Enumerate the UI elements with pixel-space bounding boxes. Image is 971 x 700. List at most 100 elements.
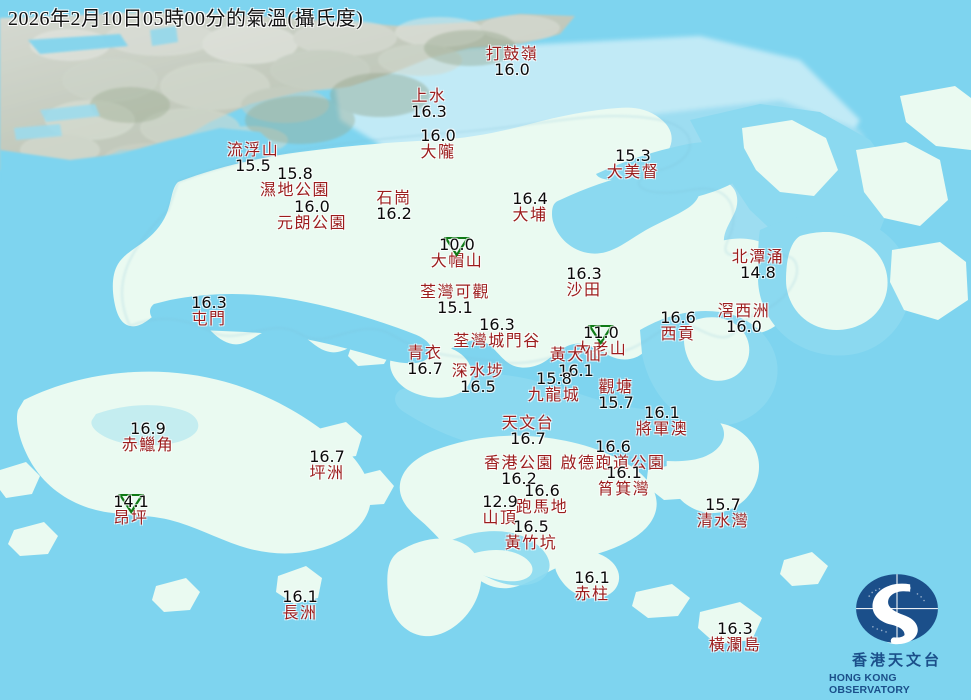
station-label: 15.8 九龍城: [528, 371, 581, 403]
station-name: 深水埗: [451, 361, 505, 380]
station-name: 西貢: [660, 324, 696, 343]
station-temperature: 16.3: [479, 315, 515, 334]
station-temperature: 16.6: [524, 481, 560, 500]
station-label: 打鼓嶺 16.0: [486, 46, 539, 78]
station-name: 將軍澳: [635, 419, 689, 438]
hko-logo: 香港天文台 HONG KONG OBSERVATORY: [829, 572, 965, 696]
station-temperature: 16.3: [411, 102, 447, 121]
station-temperature: 15.7: [598, 393, 634, 412]
high-altitude-station-marker-icon: [587, 325, 614, 345]
station-name: 黃大仙: [549, 345, 603, 364]
station-temperature: 15.8: [277, 164, 313, 183]
station-label: 深水埗 16.5: [452, 363, 505, 395]
station-temperature: 15.8: [536, 369, 572, 388]
station-name: 觀塘: [598, 377, 634, 396]
station-name: 元朗公園: [276, 213, 348, 232]
station-temperature: 16.2: [501, 469, 537, 488]
station-temperature: 16.7: [309, 447, 345, 466]
logo-name-en: HONG KONG OBSERVATORY: [829, 672, 910, 696]
station-label: 16.6 跑馬地: [516, 483, 569, 515]
station-temperature: 16.5: [460, 377, 496, 396]
station-name: 清水灣: [696, 511, 750, 530]
tolo-harbour: [552, 86, 971, 254]
station-label: 青衣 16.7: [407, 345, 443, 377]
station-name: 荃灣可觀: [419, 282, 491, 301]
station-name: 濕地公園: [259, 180, 331, 199]
station-label: 16.5 黃竹坑: [505, 519, 558, 551]
station-temperature: 15.5: [235, 156, 271, 175]
station-name: 流浮山: [226, 140, 280, 159]
station-label: 14.1 昂坪: [113, 494, 149, 526]
station-label: 上水 16.3: [411, 88, 447, 120]
station-name: 山頂: [482, 508, 518, 527]
station-name: 青衣: [407, 343, 443, 362]
station-temperature: 16.1: [558, 361, 594, 380]
station-temperature: 16.1: [606, 463, 642, 482]
station-name: 屯門: [191, 309, 227, 328]
station-name: 石崗: [376, 188, 412, 207]
station-temperature: 16.5: [513, 517, 549, 536]
station-temperature: 15.3: [615, 146, 651, 165]
high-altitude-station-marker-icon: [118, 494, 144, 514]
station-label: 15.8 濕地公園: [260, 166, 330, 198]
station-label: 16.3 屯門: [191, 295, 227, 327]
station-label: 16.1 將軍澳: [636, 405, 689, 437]
station-label: 天文台 16.7: [502, 415, 555, 447]
station-name: 滘西洲: [717, 301, 771, 320]
station-label: 16.1 長洲: [282, 589, 318, 621]
station-temperature: 14.1: [113, 492, 149, 511]
station-label: 觀塘 15.7: [598, 379, 634, 411]
station-temperature: 16.3: [717, 619, 753, 638]
station-name: 北潭涌: [731, 247, 785, 266]
station-label: 16.0 大隴: [420, 128, 456, 160]
station-label: 石崗 16.2: [376, 190, 412, 222]
station-name: 香港公園: [483, 453, 555, 472]
station-temperature: 15.1: [437, 298, 473, 317]
station-name: 筲箕灣: [597, 479, 651, 498]
station-label: 16.3 荃灣城門谷: [453, 317, 541, 349]
station-temperature: 16.2: [376, 204, 412, 223]
station-name: 大美督: [606, 162, 660, 181]
station-temperature: 16.0: [726, 317, 762, 336]
station-name: 赤鱲角: [121, 435, 175, 454]
station-temperature: 10.0: [439, 235, 475, 254]
station-temperature: 16.3: [191, 293, 227, 312]
station-label: 11.0 大老山: [575, 325, 628, 357]
station-temperature: 16.1: [282, 587, 318, 606]
station-label: 15.3 大美督: [607, 148, 660, 180]
station-name: 坪洲: [309, 463, 345, 482]
station-label: 16.1 筲箕灣: [598, 465, 651, 497]
station-temperature: 16.6: [660, 308, 696, 327]
station-temperature: 15.7: [705, 495, 741, 514]
station-name: 長洲: [282, 603, 318, 622]
station-label: 16.6 西貢: [660, 310, 696, 342]
station-temperature: 11.0: [583, 323, 619, 342]
station-label: 香港公園 16.2: [484, 455, 554, 487]
station-label: 16.3 橫瀾島: [709, 621, 762, 653]
station-label: 北潭涌 14.8: [732, 249, 785, 281]
station-label: 16.7 坪洲: [309, 449, 345, 481]
station-name: 大埔: [512, 205, 548, 224]
logo-name-zh: 香港天文台: [851, 651, 942, 669]
station-name: 荃灣城門谷: [453, 331, 541, 350]
station-name: 跑馬地: [515, 497, 569, 516]
station-temperature: 16.0: [420, 126, 456, 145]
station-label: 16.4 大埔: [512, 191, 548, 223]
station-name: 赤柱: [574, 584, 610, 603]
station-label: 12.9 山頂: [482, 494, 518, 526]
station-temperature: 16.1: [644, 403, 680, 422]
station-temperature: 16.0: [494, 60, 530, 79]
station-temperature: 16.3: [566, 264, 602, 283]
station-name: 九龍城: [527, 385, 581, 404]
station-label: 16.9 赤鱲角: [122, 421, 175, 453]
station-label: 15.7 清水灣: [697, 497, 750, 529]
high-altitude-station-marker-icon: [443, 237, 470, 257]
station-name: 大隴: [420, 142, 456, 161]
station-temperature: 16.6: [595, 437, 631, 456]
hko-emblem-icon: [856, 574, 938, 645]
station-name: 沙田: [566, 280, 602, 299]
station-label: 16.0 元朗公園: [277, 199, 347, 231]
station-name: 啟德跑道公園: [560, 453, 666, 472]
